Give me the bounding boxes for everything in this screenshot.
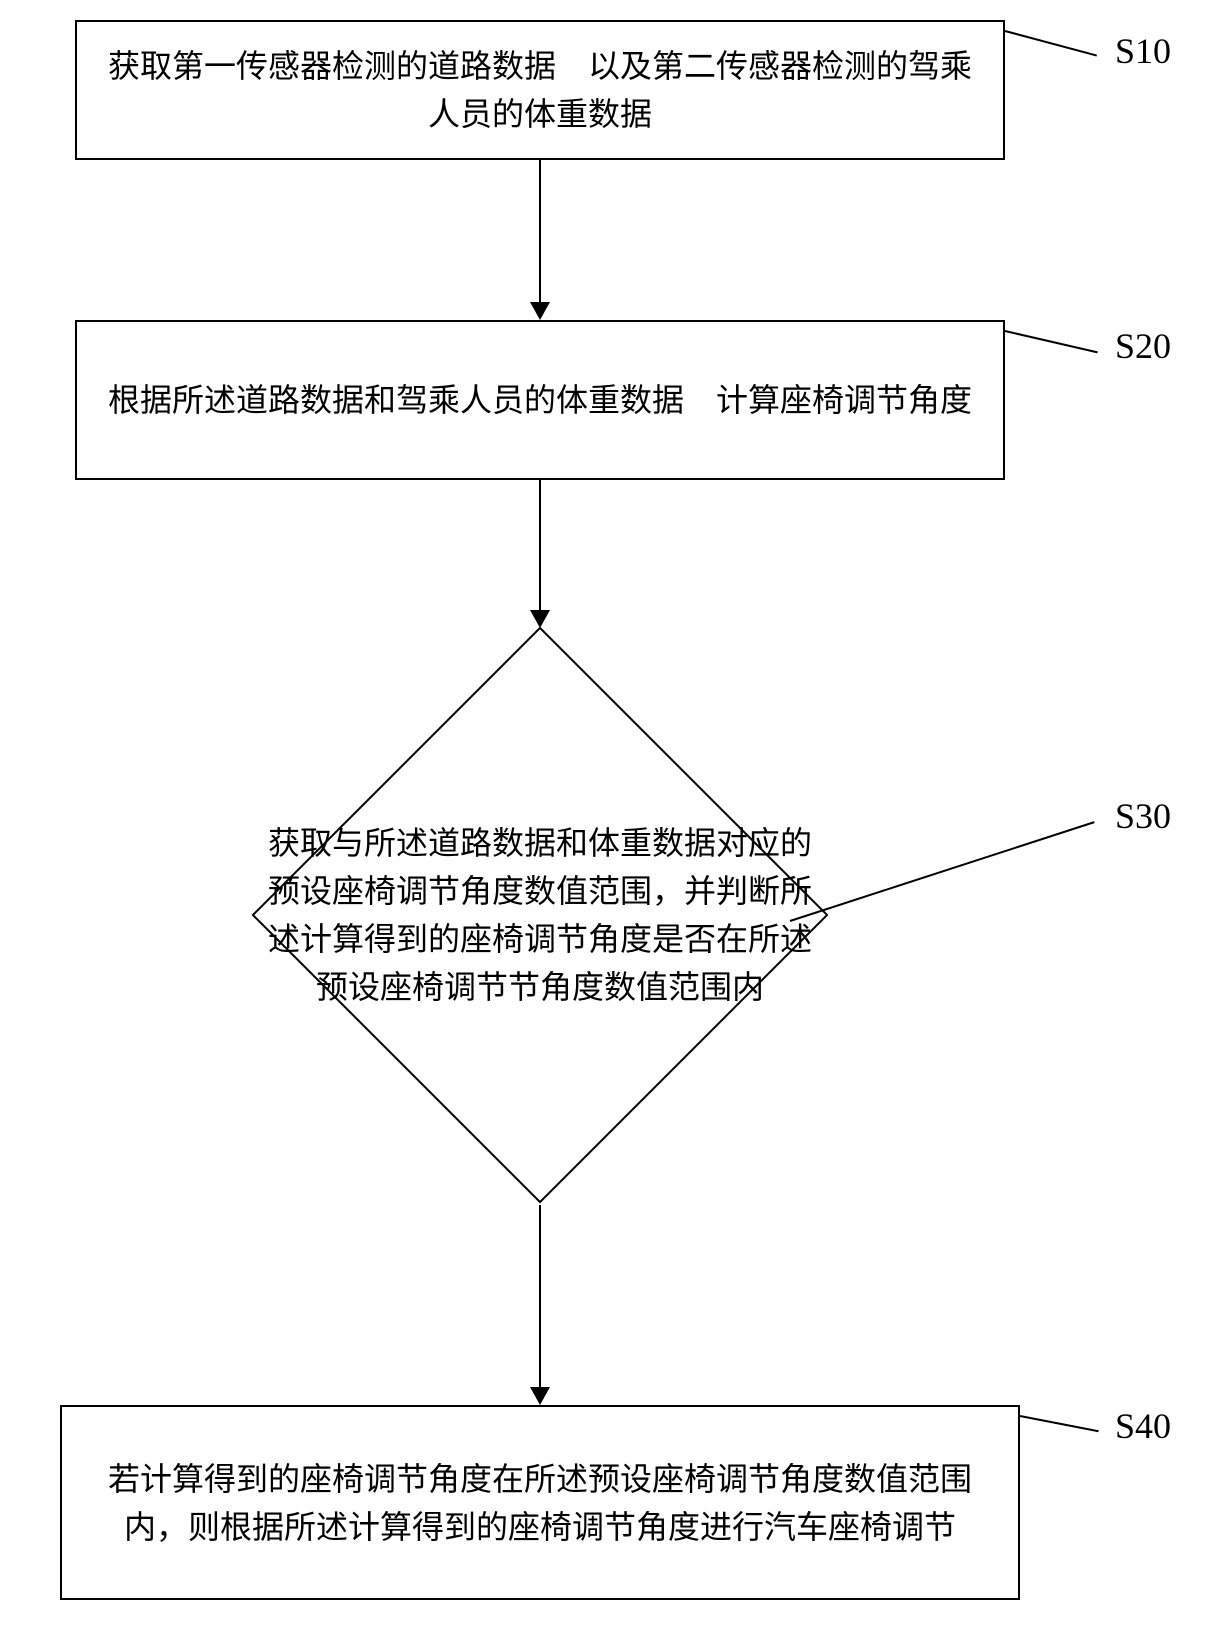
step-s10-box: 获取第一传感器检测的道路数据 以及第二传感器检测的驾乘人员的体重数据 <box>75 20 1005 160</box>
leader-s10 <box>1005 30 1097 57</box>
step-s40-box: 若计算得到的座椅调节角度在所述预设座椅调节角度数值范围内，则根据所述计算得到的座… <box>60 1405 1020 1600</box>
arrow-1-line <box>539 160 541 302</box>
label-s30: S30 <box>1115 795 1171 837</box>
leader-s40 <box>1020 1415 1099 1432</box>
leader-s20 <box>1005 330 1098 353</box>
label-s20: S20 <box>1115 325 1171 367</box>
step-s20-box: 根据所述道路数据和驾乘人员的体重数据 计算座椅调节角度 <box>75 320 1005 480</box>
step-s10-text: 获取第一传感器检测的道路数据 以及第二传感器检测的驾乘人员的体重数据 <box>107 42 973 138</box>
flowchart-container: 获取第一传感器检测的道路数据 以及第二传感器检测的驾乘人员的体重数据 S10 根… <box>0 0 1222 1631</box>
label-s40: S40 <box>1115 1405 1171 1447</box>
step-s30-text: 获取与所述道路数据和体重数据对应的预设座椅调节角度数值范围，并判断所述计算得到的… <box>260 745 820 1085</box>
step-s20-text: 根据所述道路数据和驾乘人员的体重数据 计算座椅调节角度 <box>108 376 972 424</box>
step-s40-text: 若计算得到的座椅调节角度在所述预设座椅调节角度数值范围内，则根据所述计算得到的座… <box>92 1455 988 1551</box>
arrow-3-head <box>530 1387 550 1405</box>
arrow-3-line <box>539 1205 541 1387</box>
arrow-2-head <box>530 610 550 628</box>
label-s10: S10 <box>1115 30 1171 72</box>
arrow-1-head <box>530 302 550 320</box>
leader-s30 <box>790 821 1095 922</box>
arrow-2-line <box>539 480 541 610</box>
